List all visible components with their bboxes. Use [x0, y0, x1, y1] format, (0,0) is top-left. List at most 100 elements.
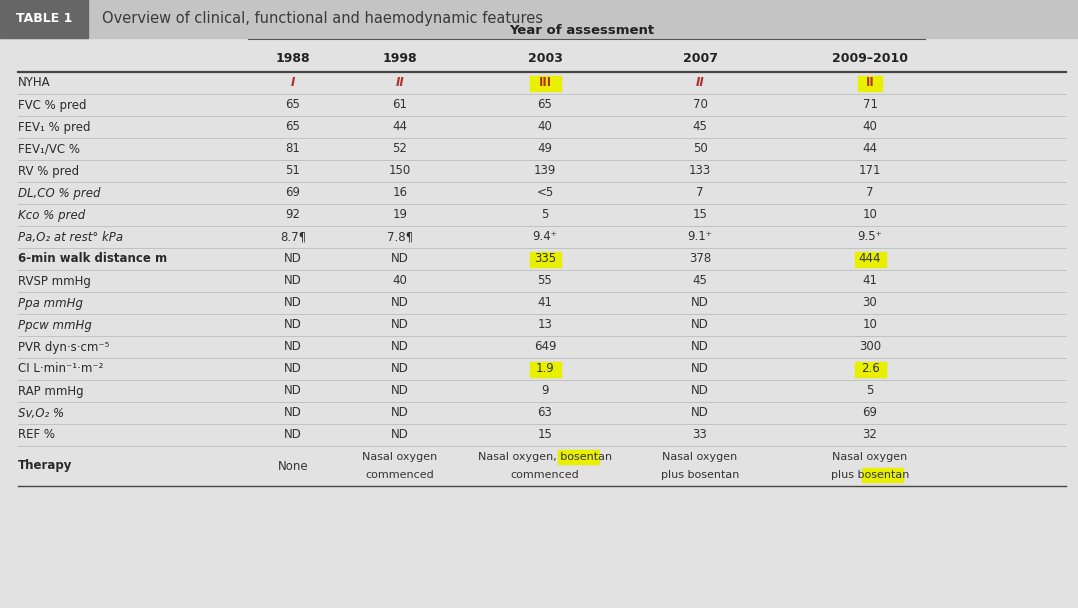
Text: 40: 40: [392, 274, 407, 288]
Text: 40: 40: [862, 120, 877, 134]
Text: Ppa mmHg: Ppa mmHg: [18, 297, 83, 309]
Text: 10: 10: [862, 209, 877, 221]
Text: 8.7¶: 8.7¶: [280, 230, 306, 243]
Text: 2007: 2007: [682, 52, 718, 66]
Text: 300: 300: [859, 340, 881, 353]
Text: 2009–2010: 2009–2010: [832, 52, 908, 66]
Text: plus bosentan: plus bosentan: [661, 470, 740, 480]
Text: Overview of clinical, functional and haemodynamic features: Overview of clinical, functional and hae…: [102, 12, 543, 27]
Text: 71: 71: [862, 98, 877, 111]
Text: 10: 10: [862, 319, 877, 331]
Text: ND: ND: [285, 429, 302, 441]
Text: 63: 63: [538, 407, 552, 420]
Text: ND: ND: [691, 340, 709, 353]
Bar: [855, 252, 885, 266]
Bar: [855, 362, 885, 376]
Text: 2.6: 2.6: [860, 362, 880, 376]
Text: 444: 444: [859, 252, 881, 266]
Text: ND: ND: [285, 252, 302, 266]
Bar: [558, 450, 599, 464]
Text: FVC % pred: FVC % pred: [18, 98, 86, 111]
Text: 70: 70: [692, 98, 707, 111]
Text: ND: ND: [691, 362, 709, 376]
Text: 45: 45: [692, 274, 707, 288]
Text: 30: 30: [862, 297, 877, 309]
Text: 65: 65: [538, 98, 552, 111]
Text: Therapy: Therapy: [18, 460, 72, 472]
Text: Nasal oxygen: Nasal oxygen: [832, 452, 908, 462]
Text: 9: 9: [541, 384, 549, 398]
Text: 32: 32: [862, 429, 877, 441]
Text: 44: 44: [392, 120, 407, 134]
Text: Year of assessment: Year of assessment: [509, 24, 654, 37]
Text: 51: 51: [286, 165, 301, 178]
Text: ND: ND: [691, 297, 709, 309]
Text: 7.8¶: 7.8¶: [387, 230, 413, 243]
Text: III: III: [538, 77, 552, 89]
Text: 7: 7: [696, 187, 704, 199]
Text: FEV₁/VC %: FEV₁/VC %: [18, 142, 80, 156]
Text: 44: 44: [862, 142, 877, 156]
Text: 1.9: 1.9: [536, 362, 554, 376]
Text: Kco % pred: Kco % pred: [18, 209, 85, 221]
Bar: [529, 75, 561, 91]
Text: 2003: 2003: [527, 52, 563, 66]
Text: FEV₁ % pred: FEV₁ % pred: [18, 120, 91, 134]
Text: Nasal oxygen: Nasal oxygen: [662, 452, 737, 462]
Text: 5: 5: [867, 384, 873, 398]
Text: RVSP mmHg: RVSP mmHg: [18, 274, 91, 288]
Text: ND: ND: [691, 384, 709, 398]
Text: None: None: [278, 460, 308, 472]
Text: commenced: commenced: [511, 470, 579, 480]
Text: 171: 171: [859, 165, 881, 178]
Text: 50: 50: [693, 142, 707, 156]
Text: 9.4⁺: 9.4⁺: [533, 230, 557, 243]
Text: 9.1⁺: 9.1⁺: [688, 230, 713, 243]
Text: ND: ND: [285, 297, 302, 309]
Text: 133: 133: [689, 165, 711, 178]
Text: 61: 61: [392, 98, 407, 111]
Text: 139: 139: [534, 165, 556, 178]
Text: 1988: 1988: [276, 52, 310, 66]
Text: ND: ND: [391, 297, 409, 309]
Text: 92: 92: [286, 209, 301, 221]
Text: 65: 65: [286, 120, 301, 134]
Text: 5: 5: [541, 209, 549, 221]
Text: REF %: REF %: [18, 429, 55, 441]
Bar: [529, 252, 561, 266]
Bar: [858, 75, 882, 91]
Text: ND: ND: [391, 407, 409, 420]
Text: ND: ND: [691, 407, 709, 420]
Text: I: I: [291, 77, 295, 89]
Text: Pa,O₂ at rest° kPa: Pa,O₂ at rest° kPa: [18, 230, 123, 243]
Text: Ppcw mmHg: Ppcw mmHg: [18, 319, 92, 331]
Text: 52: 52: [392, 142, 407, 156]
Text: commenced: commenced: [365, 470, 434, 480]
Text: II: II: [396, 77, 404, 89]
Text: 19: 19: [392, 209, 407, 221]
Text: ND: ND: [285, 319, 302, 331]
Text: 49: 49: [538, 142, 553, 156]
Bar: [862, 468, 903, 482]
Text: <5: <5: [537, 187, 554, 199]
Text: RV % pred: RV % pred: [18, 165, 79, 178]
Text: ND: ND: [391, 319, 409, 331]
Text: plus bosentan: plus bosentan: [831, 470, 909, 480]
Text: 13: 13: [538, 319, 552, 331]
Text: 6-min walk distance m: 6-min walk distance m: [18, 252, 167, 266]
Text: TABLE 1: TABLE 1: [16, 13, 72, 26]
Text: 15: 15: [538, 429, 552, 441]
Text: ND: ND: [391, 429, 409, 441]
Text: ND: ND: [285, 407, 302, 420]
Text: 15: 15: [692, 209, 707, 221]
Text: 9.5⁺: 9.5⁺: [858, 230, 883, 243]
Text: Sv,O₂ %: Sv,O₂ %: [18, 407, 64, 420]
Text: 40: 40: [538, 120, 552, 134]
Text: RAP mmHg: RAP mmHg: [18, 384, 84, 398]
Text: ND: ND: [285, 340, 302, 353]
Text: ND: ND: [285, 362, 302, 376]
Text: 69: 69: [862, 407, 877, 420]
Text: Nasal oxygen: Nasal oxygen: [362, 452, 438, 462]
Text: ND: ND: [691, 319, 709, 331]
Text: II: II: [866, 77, 874, 89]
